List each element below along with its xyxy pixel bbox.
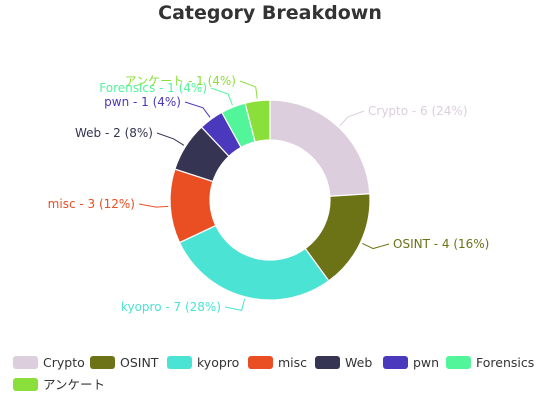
callout-line-pwn [184, 101, 211, 118]
chart-title: Category Breakdown [158, 2, 382, 24]
legend-swatch-osint [90, 356, 115, 369]
legend-label-misc: misc [278, 355, 307, 370]
legend-label-forensics: Forensics [476, 355, 534, 370]
callout-label-web: Web - 2 (8%) [75, 126, 153, 140]
legend-swatch-pwn [383, 356, 408, 369]
callout-label-pwn: pwn - 1 (4%) [104, 95, 181, 109]
callout-label-misc: misc - 3 (12%) [48, 197, 135, 211]
callout-line-crypto [339, 110, 365, 126]
legend-item-web[interactable]: Web [315, 355, 372, 370]
legend-swatch-forensics [446, 356, 471, 369]
donut-slices [169, 99, 371, 301]
legend-item-osint[interactable]: OSINT [90, 355, 159, 370]
legend-item-crypto[interactable]: Crypto [13, 355, 85, 370]
legend-swatch-misc [248, 356, 273, 369]
legend-swatch-kyopro [167, 356, 192, 369]
slice-kyopro[interactable] [178, 224, 330, 301]
callout-line-osint [362, 242, 390, 250]
slice-item-7[interactable] [244, 99, 271, 143]
legend-label-osint: OSINT [120, 355, 159, 370]
legend-item-forensics[interactable]: Forensics [446, 355, 534, 370]
legend-swatch-crypto [13, 356, 38, 369]
legend-swatch-item-7 [13, 378, 38, 391]
callout-label-forensics: Forensics - 1 (4%) [99, 81, 207, 95]
legend-label-web: Web [345, 355, 372, 370]
legend-label-kyopro: kyopro [197, 355, 239, 370]
legend-label-crypto: Crypto [43, 355, 85, 370]
callout-line-web [156, 132, 185, 146]
callout-label-osint: OSINT - 4 (16%) [393, 237, 489, 251]
callout-line-forensics [210, 87, 233, 106]
callout-line-item-7 [239, 80, 258, 99]
legend-item-item-7[interactable]: アンケート [13, 377, 105, 392]
slice-callouts: Crypto - 6 (24%) OSINT - 4 (16%) kyopro - … [48, 74, 490, 314]
callout-label-crypto: Crypto - 6 (24%) [368, 104, 468, 118]
legend-item-pwn[interactable]: pwn [383, 355, 439, 370]
callout-line-misc [138, 203, 169, 208]
legend-swatch-web [315, 356, 340, 369]
legend-label-pwn: pwn [413, 355, 439, 370]
callout-label-item-7: アンケート - 1 (4%) [125, 74, 236, 88]
legend-label-item-7: アンケート [43, 377, 105, 392]
callout-label-kyopro: kyopro - 7 (28%) [121, 300, 221, 314]
callout-line-kyopro [224, 298, 246, 312]
legend-item-misc[interactable]: misc [248, 355, 307, 370]
legend-item-kyopro[interactable]: kyopro [167, 355, 239, 370]
chart-legend: Crypto OSINT kyopro misc Web pwn Forensics アンケー… [13, 355, 534, 392]
